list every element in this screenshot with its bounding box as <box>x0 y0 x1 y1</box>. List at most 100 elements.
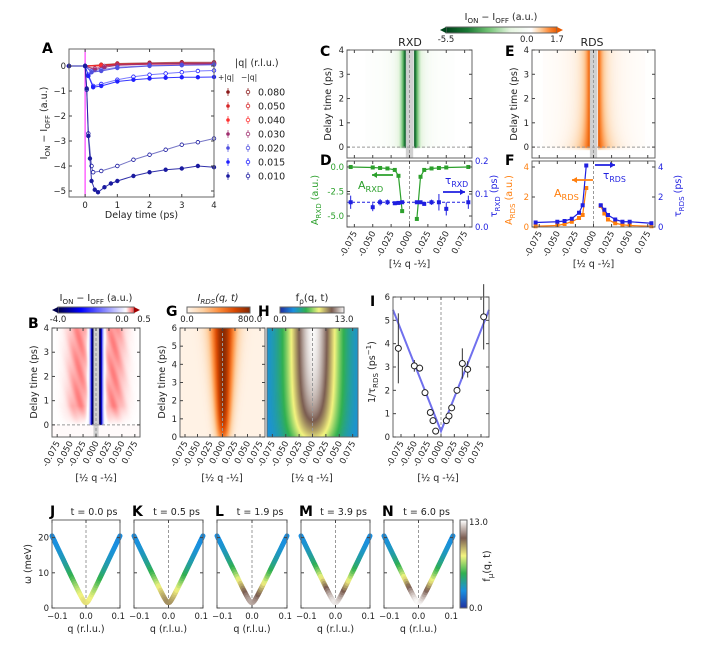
colorbar-label: IRDS(q, t) <box>198 293 239 306</box>
y-axis-label-right: τRXD (ps) <box>489 175 502 217</box>
tau-point <box>605 213 610 217</box>
colorbar-tick-label: 0.0 <box>180 315 194 325</box>
tau-point <box>378 200 383 205</box>
rxd-rds-colorbar-frame <box>445 26 558 34</box>
tau-point <box>562 219 567 223</box>
series-0.010-minus-point <box>115 163 120 169</box>
legend-marker-plus <box>226 118 230 122</box>
y-tick-label: 5 <box>385 316 390 326</box>
amplitude-point <box>418 174 423 179</box>
amplitude-point <box>620 222 625 227</box>
tau-arrow-head <box>460 189 465 195</box>
y-axis-label-left: ARXD (a.u.) <box>310 175 323 225</box>
colorbar-extend-low <box>440 27 446 33</box>
rxd-rds-colorbar <box>446 27 557 33</box>
series-0.010-minus-point <box>131 157 136 162</box>
x-tick-label: -0.025 <box>559 230 581 259</box>
colorbar-tick-label: 0.5 <box>137 315 151 325</box>
tau-point <box>444 206 449 211</box>
y-tick-label: 1 <box>44 397 49 407</box>
y-tick-label: 0 <box>172 433 177 443</box>
y-tick-label: 0 <box>61 62 66 72</box>
amplitude-point <box>613 221 618 226</box>
amplitude-point <box>436 165 441 170</box>
x-axis-label: [½ q -½] <box>389 259 430 270</box>
panel-title: RDS <box>580 36 603 49</box>
y-tick-label: 6 <box>385 293 390 303</box>
amplitude-point <box>605 217 610 222</box>
amplitude-point <box>422 167 427 172</box>
y-axis-label: Delay time (ps) <box>509 67 520 140</box>
data-point <box>394 344 402 352</box>
annotation-amplitude: ARXD <box>358 179 383 194</box>
series-0.010-minus-point <box>179 142 184 147</box>
data-point <box>445 412 453 420</box>
x-tick-label: −0.1 <box>379 612 400 622</box>
x-tick-label: 0.000 <box>395 230 415 256</box>
tau-point <box>436 200 441 205</box>
x-tick-label: −0.1 <box>212 612 233 622</box>
y-axis-label: 1/τRDS (ps−1) <box>364 341 380 403</box>
series-0.010-plus-point <box>89 178 94 184</box>
amplitude-point <box>577 216 582 220</box>
x-tick-label: 0.075 <box>450 230 470 256</box>
y-tick-label: 3 <box>339 70 344 80</box>
series-0.010-minus-point <box>163 147 168 152</box>
legend-marker-plus <box>226 132 230 136</box>
panel-a-axes <box>68 48 215 198</box>
legend-marker-minus <box>245 173 251 179</box>
series-0.010-plus-point <box>147 170 152 175</box>
series-0.010-plus-point <box>86 133 91 139</box>
data-point <box>448 404 456 412</box>
x-axis-label: [½ q -½] <box>291 473 332 484</box>
series-0.010-plus-point <box>195 163 201 169</box>
tau-point <box>613 217 618 222</box>
legend-marker-minus <box>245 103 251 109</box>
y-tick-label: 4 <box>524 46 529 56</box>
y-axis-label-left: ARDS (a.u.) <box>504 175 517 225</box>
data-point <box>416 364 424 372</box>
tau-point <box>385 200 390 205</box>
y-axis-label: Delay time (ps) <box>29 345 40 418</box>
panel-title: t = 0.0 ps <box>71 507 118 518</box>
legend-plus-header: +|q| <box>218 73 234 82</box>
y-axis-label: Delay time (ps) <box>323 67 334 140</box>
tau-point <box>418 200 423 205</box>
colorbar-extend-high <box>557 27 563 33</box>
series-0.010-plus-point <box>179 166 184 171</box>
y-tick-label: 4 <box>524 163 529 173</box>
x-axis-label: Delay time (ps) <box>105 210 178 221</box>
y-tick-label: 0.2 <box>475 157 489 167</box>
y-tick-label: 0 <box>339 143 344 153</box>
series-0.010-plus-point <box>115 178 120 184</box>
series-0.020-plus-point <box>89 70 94 75</box>
series-0.010-plus-point <box>102 185 107 190</box>
amplitude-arrow-head <box>572 177 577 183</box>
colorbar-tick-label: 13.0 <box>469 518 488 528</box>
y-tick-label: 2 <box>658 193 663 203</box>
colorbar-tick-label: 1.7 <box>550 35 564 45</box>
y-tick-label: 2 <box>339 95 344 105</box>
y-tick-label: 1 <box>172 415 177 425</box>
x-tick-label: 0 <box>82 201 87 211</box>
legend-marker-minus <box>245 89 251 95</box>
y-tick-label: 0 <box>524 223 529 233</box>
x-axis-label: q (r.l.u.) <box>150 624 187 635</box>
panel-label: D <box>320 153 332 169</box>
y-tick-label: 1 <box>385 410 390 420</box>
amplitude-point <box>385 166 390 171</box>
tau-point <box>533 220 538 225</box>
y-tick-label: −4 <box>53 162 66 172</box>
y-tick-label: 2 <box>385 386 390 396</box>
amplitude-arrow-head <box>372 172 377 178</box>
tau-point <box>392 201 397 206</box>
tau-point <box>555 219 560 224</box>
y-axis-label: Delay time (ps) <box>157 345 168 418</box>
fit-line <box>392 309 490 434</box>
x-tick-label: 0.000 <box>579 230 599 256</box>
y-tick-label: 0 <box>524 143 529 153</box>
y-tick-label: 4 <box>339 46 344 56</box>
panel-label: F <box>505 153 515 169</box>
series-0.010-minus-point <box>147 152 152 157</box>
y-tick-label: −5 <box>53 187 66 197</box>
